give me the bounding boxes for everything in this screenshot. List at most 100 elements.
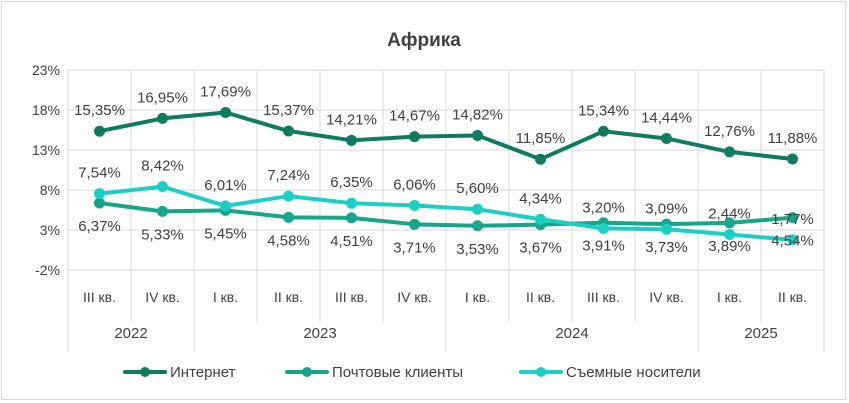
data-label: 16,95% — [137, 89, 188, 106]
data-point — [409, 218, 420, 230]
data-label: 1,77% — [771, 211, 814, 228]
legend-marker — [140, 367, 150, 377]
data-label: 3,67% — [519, 240, 562, 257]
data-point — [157, 181, 168, 193]
data-point — [220, 200, 231, 212]
data-point — [283, 190, 294, 202]
data-point — [220, 106, 231, 118]
data-label: 7,24% — [267, 167, 310, 184]
data-point — [787, 234, 798, 246]
data-label: 3,09% — [645, 200, 688, 217]
data-label: 3,71% — [393, 239, 436, 256]
data-point — [157, 112, 168, 124]
data-point — [94, 188, 105, 200]
y-axis: 23% 18% 13% 8% 3% -2% — [32, 62, 60, 278]
data-label: 14,44% — [641, 109, 692, 126]
x-tick-label: IV кв. — [145, 289, 180, 305]
legend-label: Съемные носители — [566, 364, 701, 381]
legend-label: Почтовые клиенты — [332, 364, 463, 381]
series-line — [97, 184, 795, 242]
data-label: 8,42% — [141, 158, 184, 175]
data-point — [346, 197, 357, 209]
x-tick-label: III кв. — [587, 289, 620, 305]
data-label: 15,35% — [74, 102, 125, 119]
data-point — [283, 211, 294, 223]
y-tick-label: -2% — [35, 262, 60, 278]
data-point — [409, 200, 420, 212]
legend: Интернет Почтовые клиенты Съемные носители — [123, 364, 701, 381]
data-label: 6,01% — [204, 177, 247, 194]
data-point — [472, 203, 483, 215]
data-label: 2,44% — [708, 205, 751, 222]
data-label: 3,91% — [582, 238, 625, 255]
data-point — [661, 132, 672, 144]
data-label: 5,60% — [456, 180, 499, 197]
y-tick-label: 23% — [32, 62, 60, 78]
legend-marker — [302, 367, 312, 377]
data-point — [283, 125, 294, 137]
data-label: 12,76% — [704, 123, 755, 140]
data-label: 15,37% — [263, 102, 314, 119]
data-labels: 15,35% 16,95% 17,69% 15,37% 14,21% 14,67% 14,8… — [74, 83, 817, 257]
x-tick-label: III кв. — [83, 289, 116, 305]
data-label: 6,06% — [393, 177, 436, 194]
year-label: 2023 — [303, 325, 336, 342]
data-point — [598, 222, 609, 234]
data-label: 3,89% — [708, 238, 751, 255]
data-label: 17,69% — [200, 83, 251, 100]
data-point — [787, 212, 798, 224]
data-point — [157, 205, 168, 217]
data-point — [346, 134, 357, 146]
data-point — [787, 153, 798, 165]
x-axis: III кв. IV кв. I кв. II кв. III кв. IV кв. I к… — [67, 270, 825, 352]
data-point — [661, 223, 672, 235]
x-tick-label: II кв. — [526, 289, 555, 305]
data-label: 7,54% — [78, 165, 121, 182]
x-tick-label: II кв. — [274, 289, 303, 305]
series-line — [97, 201, 795, 228]
data-point — [409, 131, 420, 143]
data-point — [94, 125, 105, 137]
data-point — [724, 146, 735, 158]
data-label: 11,85% — [516, 130, 566, 147]
data-label: 3,73% — [645, 239, 688, 256]
data-label: 3,20% — [582, 199, 625, 216]
data-label: 5,33% — [141, 226, 184, 243]
data-point — [724, 217, 735, 229]
x-tick-label: I кв. — [465, 289, 490, 305]
data-label: 5,45% — [204, 225, 247, 242]
data-label: 14,21% — [326, 111, 377, 128]
data-label: 14,67% — [389, 108, 440, 125]
y-tick-label: 18% — [32, 102, 60, 118]
data-point — [346, 212, 357, 224]
y-tick-label: 3% — [40, 222, 60, 238]
year-label: 2025 — [744, 325, 777, 342]
data-label: 4,51% — [330, 233, 373, 250]
data-point — [472, 220, 483, 232]
y-tick-label: 13% — [32, 142, 60, 158]
data-point — [535, 213, 546, 225]
x-tick-label: I кв. — [213, 289, 238, 305]
data-label: 11,88% — [768, 130, 818, 147]
data-point — [472, 129, 483, 141]
x-tick-label: I кв. — [717, 289, 742, 305]
data-label: 14,82% — [452, 106, 503, 123]
data-point — [535, 153, 546, 165]
data-point — [94, 197, 105, 209]
chart-title: Африка — [387, 30, 461, 51]
data-point — [598, 125, 609, 137]
data-label: 4,54% — [771, 233, 814, 250]
data-label: 4,34% — [519, 190, 562, 207]
x-tick-label: IV кв. — [397, 289, 432, 305]
x-tick-label: II кв. — [778, 289, 807, 305]
data-label: 6,35% — [330, 174, 373, 191]
x-tick-label: III кв. — [335, 289, 368, 305]
y-tick-label: 8% — [40, 182, 60, 198]
data-label: 6,37% — [78, 218, 121, 235]
legend-marker — [536, 367, 546, 377]
year-label: 2022 — [114, 325, 147, 342]
series-line — [97, 110, 795, 162]
year-label: 2024 — [555, 325, 588, 342]
